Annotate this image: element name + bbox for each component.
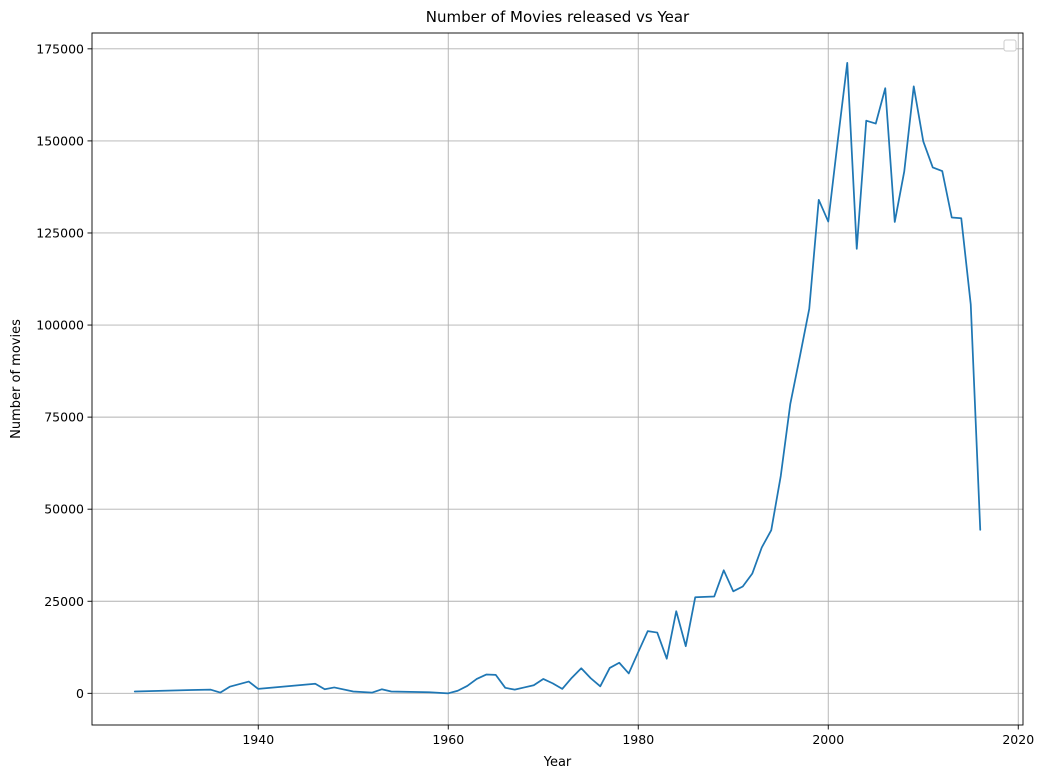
x-tick-label: 2020: [1002, 732, 1034, 747]
x-tick-label: 1980: [622, 732, 654, 747]
y-axis-label: Number of movies: [9, 319, 24, 439]
y-tick-label: 25000: [44, 594, 84, 609]
series-layer: [133, 61, 982, 695]
legend-box: [1003, 39, 1017, 52]
grid: [92, 33, 1023, 725]
x-axis: 1940 1960 1980 2000 2020: [242, 725, 1034, 747]
x-tick-label: 2000: [812, 732, 844, 747]
y-tick-label: 175000: [36, 41, 84, 56]
y-tick-label: 100000: [36, 318, 84, 333]
y-axis: 0 25000 50000 75000 100000 125000 150000 175000: [36, 41, 92, 701]
x-axis-label: Year: [543, 755, 572, 770]
x-tick-label: 1960: [432, 732, 464, 747]
y-tick-label: 125000: [36, 225, 84, 240]
y-tick-label: 0: [76, 686, 84, 701]
series-line-0: [133, 61, 982, 695]
x-tick-label: 1940: [242, 732, 274, 747]
y-tick-label: 75000: [44, 410, 84, 425]
y-tick-label: 150000: [36, 133, 84, 148]
plot-area-frame: [91, 32, 1024, 726]
y-tick-label: 50000: [44, 502, 84, 517]
chart-title: Number of Movies released vs Year: [426, 8, 690, 26]
